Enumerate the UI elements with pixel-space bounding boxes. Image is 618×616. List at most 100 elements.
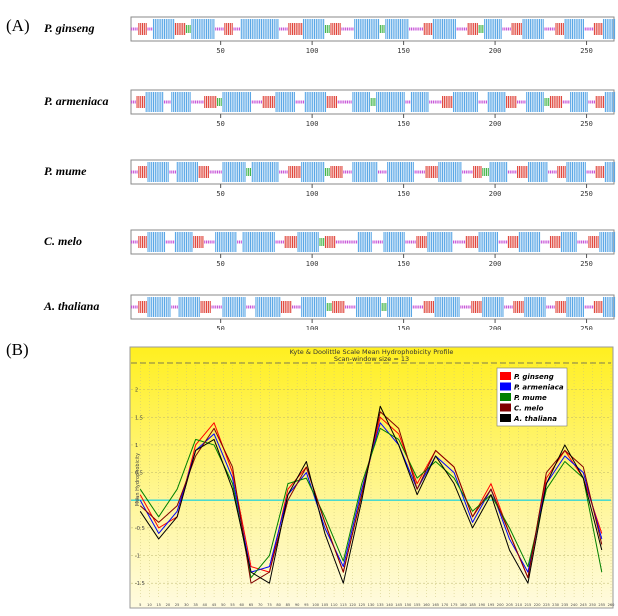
coil-mark xyxy=(134,100,136,104)
turn-mark xyxy=(372,98,374,106)
helix-mark xyxy=(187,297,189,317)
helix-mark xyxy=(573,232,575,252)
strand-mark xyxy=(447,96,449,108)
coil-mark xyxy=(460,240,462,244)
helix-mark xyxy=(257,297,259,317)
strand-mark xyxy=(332,96,334,108)
helix-mark xyxy=(310,297,312,317)
coil-mark xyxy=(511,305,513,309)
helix-mark xyxy=(152,92,155,112)
strand-mark xyxy=(513,96,515,108)
coil-mark xyxy=(151,27,153,31)
helix-mark xyxy=(604,297,606,317)
strand-mark xyxy=(511,23,513,35)
helix-mark xyxy=(361,232,363,252)
strand-mark xyxy=(140,166,142,178)
helix-mark xyxy=(403,162,405,182)
helix-mark xyxy=(160,232,162,252)
helix-mark xyxy=(560,232,563,252)
strand-mark xyxy=(476,23,478,35)
coil-mark xyxy=(134,305,136,309)
strand-mark xyxy=(595,301,597,313)
helix-mark xyxy=(207,19,209,39)
strand-mark xyxy=(471,23,473,35)
ruler-tick-label: 150 xyxy=(397,325,410,330)
strand-mark xyxy=(520,166,522,178)
helix-mark xyxy=(383,92,385,112)
strand-mark xyxy=(207,166,209,178)
strand-mark xyxy=(507,96,509,108)
helix-mark xyxy=(238,297,241,317)
helix-mark xyxy=(487,19,489,39)
coil-mark xyxy=(222,27,224,31)
helix-mark xyxy=(431,232,433,252)
helix-mark xyxy=(401,162,403,182)
coil-mark xyxy=(284,170,286,174)
helix-mark xyxy=(149,232,151,252)
helix-mark xyxy=(315,19,317,39)
helix-mark xyxy=(368,232,370,252)
strand-mark xyxy=(429,166,431,178)
helix-mark xyxy=(531,92,533,112)
helix-mark xyxy=(149,92,151,112)
helix-mark xyxy=(372,162,374,182)
coil-mark xyxy=(206,240,208,244)
strand-mark xyxy=(143,166,145,178)
coil-mark xyxy=(376,240,378,244)
coil-mark xyxy=(517,100,519,104)
helix-mark xyxy=(154,19,156,39)
helix-mark xyxy=(151,297,153,317)
helix-mark xyxy=(442,297,444,317)
coil-mark xyxy=(485,100,488,104)
strand-mark xyxy=(343,301,345,313)
helix-mark xyxy=(152,162,155,182)
coil-mark xyxy=(211,305,213,309)
helix-mark xyxy=(246,232,248,252)
helix-mark xyxy=(312,232,314,252)
helix-mark xyxy=(306,92,308,112)
helix-mark xyxy=(248,92,250,112)
coil-mark xyxy=(469,170,471,174)
strand-mark xyxy=(515,301,517,313)
ruler-tick-label: 100 xyxy=(306,190,319,198)
helix-mark xyxy=(454,297,456,317)
coil-mark xyxy=(218,27,220,31)
coil-mark xyxy=(460,305,462,309)
coil-mark xyxy=(463,170,466,174)
helix-mark xyxy=(489,297,491,317)
helix-mark xyxy=(302,297,305,317)
coil-mark xyxy=(297,305,299,309)
helix-mark xyxy=(434,297,436,317)
coil-mark xyxy=(350,27,352,31)
coil-mark xyxy=(237,240,239,244)
strand-mark xyxy=(451,96,453,108)
helix-mark xyxy=(370,19,372,39)
strand-mark xyxy=(174,23,177,35)
helix-mark xyxy=(434,19,436,39)
strand-mark xyxy=(560,166,563,178)
plot-area: Kyte & Doolittle Scale Mean Hydrophobici… xyxy=(129,346,615,609)
strand-mark xyxy=(138,236,140,248)
helix-mark xyxy=(491,297,493,317)
helix-mark xyxy=(570,92,572,112)
strand-mark xyxy=(178,23,180,35)
helix-mark xyxy=(405,162,407,182)
helix-mark xyxy=(158,297,160,317)
coil-mark xyxy=(248,305,250,309)
strand-mark xyxy=(324,236,327,248)
coil-mark xyxy=(354,305,356,309)
strand-mark xyxy=(593,23,595,35)
helix-mark xyxy=(352,92,354,112)
coil-mark xyxy=(281,170,283,174)
strand-mark xyxy=(213,96,215,108)
helix-mark xyxy=(319,19,321,39)
helix-mark xyxy=(599,232,601,252)
helix-mark xyxy=(568,232,570,252)
helix-mark xyxy=(253,19,255,39)
helix-mark xyxy=(500,92,502,112)
turn-mark xyxy=(370,98,372,106)
helix-mark xyxy=(522,232,524,252)
helix-mark xyxy=(394,92,396,112)
helix-mark xyxy=(584,92,586,112)
helix-mark xyxy=(282,92,284,112)
